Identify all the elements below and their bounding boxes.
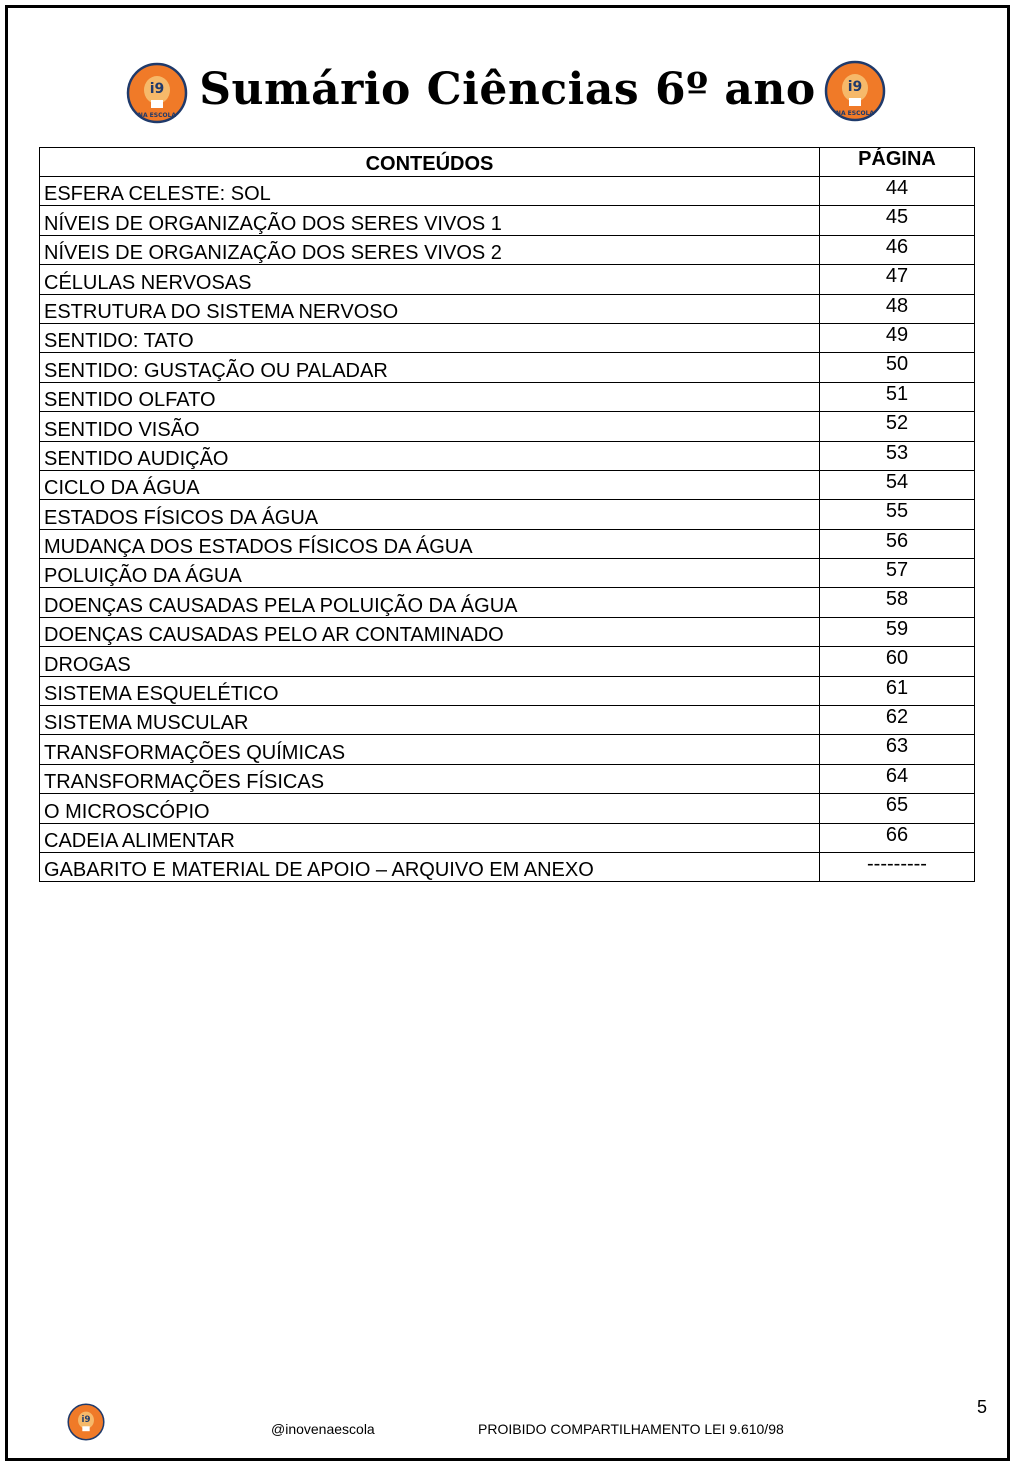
table-row: CICLO DA ÁGUA 54 [39, 469, 975, 501]
row-page: 52 [819, 411, 975, 442]
svg-text:NA ESCOLA: NA ESCOLA [836, 110, 875, 117]
row-content: DROGAS [39, 646, 820, 677]
row-page: 63 [819, 734, 975, 765]
row-content: GABARITO E MATERIAL DE APOIO – ARQUIVO E… [39, 851, 820, 883]
i9-logo-left: i9 NA ESCOLA [126, 62, 188, 124]
row-content: POLUIÇÃO DA ÁGUA [39, 558, 820, 589]
row-content: ESFERA CELESTE: SOL [39, 175, 820, 207]
row-content: NÍVEIS DE ORGANIZAÇÃO DOS SERES VIVOS 2 [39, 234, 820, 266]
i9-logo-footer: i9 [67, 1403, 105, 1441]
row-content: DOENÇAS CAUSADAS PELO AR CONTAMINADO [39, 616, 820, 648]
table-row: CADEIA ALIMENTAR 66 [39, 822, 975, 853]
row-content: CADEIA ALIMENTAR [39, 822, 820, 853]
table-row: DOENÇAS CAUSADAS PELA POLUIÇÃO DA ÁGUA 58 [39, 587, 975, 618]
row-page: 60 [819, 646, 975, 677]
svg-text:i9: i9 [150, 81, 165, 97]
table-row: SISTEMA ESQUELÉTICO 61 [39, 675, 975, 707]
table-row: MUDANÇA DOS ESTADOS FÍSICOS DA ÁGUA 56 [39, 528, 975, 560]
row-content: ESTRUTURA DO SISTEMA NERVOSO [39, 293, 820, 324]
row-content: O MICROSCÓPIO [39, 793, 820, 824]
row-page: 65 [819, 793, 975, 824]
row-content: TRANSFORMAÇÕES FÍSICAS [39, 763, 820, 795]
page-number: 5 [977, 1397, 988, 1417]
row-page: 54 [819, 469, 975, 501]
row-content: TRANSFORMAÇÕES QUÍMICAS [39, 734, 820, 765]
row-content: SENTIDO OLFATO [39, 381, 820, 413]
svg-text:i9: i9 [848, 79, 863, 95]
table-row: DOENÇAS CAUSADAS PELO AR CONTAMINADO 59 [39, 616, 975, 648]
row-page: 45 [819, 205, 975, 236]
contents-table: CONTEÚDOS PÁGINA ESFERA CELESTE: SOL 44 NÍ… [39, 147, 975, 883]
row-content: SISTEMA MUSCULAR [39, 705, 820, 736]
table-row: DROGAS 60 [39, 646, 975, 677]
row-content: SENTIDO VISÃO [39, 411, 820, 442]
row-content: DOENÇAS CAUSADAS PELA POLUIÇÃO DA ÁGUA [39, 587, 820, 618]
row-page: 48 [819, 293, 975, 324]
row-page: 57 [819, 558, 975, 589]
table-row: POLUIÇÃO DA ÁGUA 57 [39, 558, 975, 589]
table-row: SISTEMA MUSCULAR 62 [39, 705, 975, 736]
row-content: MUDANÇA DOS ESTADOS FÍSICOS DA ÁGUA [39, 528, 820, 560]
row-page: 55 [819, 499, 975, 530]
table-row: GABARITO E MATERIAL DE APOIO – ARQUIVO E… [39, 851, 975, 883]
table-row: SENTIDO OLFATO 51 [39, 381, 975, 413]
row-page: 51 [819, 381, 975, 413]
table-row: TRANSFORMAÇÕES QUÍMICAS 63 [39, 734, 975, 765]
table-row: SENTIDO VISÃO 52 [39, 411, 975, 442]
row-page: 50 [819, 352, 975, 383]
row-page: 46 [819, 234, 975, 266]
table-header-row: CONTEÚDOS PÁGINA [39, 147, 975, 177]
table-row: TRANSFORMAÇÕES FÍSICAS 64 [39, 763, 975, 795]
row-content: SISTEMA ESQUELÉTICO [39, 675, 820, 707]
header-page: PÁGINA [819, 147, 975, 177]
table-row: ESTADOS FÍSICOS DA ÁGUA 55 [39, 499, 975, 530]
table-row: SENTIDO AUDIÇÃO 53 [39, 440, 975, 471]
header-contents: CONTEÚDOS [39, 147, 820, 177]
row-page: 59 [819, 616, 975, 648]
row-page: 66 [819, 822, 975, 853]
footer-handle: @inovenaescola [271, 1421, 375, 1437]
row-page: 47 [819, 264, 975, 295]
row-page: 62 [819, 705, 975, 736]
table-row: CÉLULAS NERVOSAS 47 [39, 264, 975, 295]
footer-notice: PROIBIDO COMPARTILHAMENTO LEI 9.610/98 [478, 1421, 784, 1437]
table-row: SENTIDO: GUSTAÇÃO OU PALADAR 50 [39, 352, 975, 383]
i9-logo-right: i9 NA ESCOLA [824, 60, 886, 122]
row-content: SENTIDO: TATO [39, 322, 820, 354]
table-row: ESTRUTURA DO SISTEMA NERVOSO 48 [39, 293, 975, 324]
row-page: 64 [819, 763, 975, 795]
row-page: --------- [819, 851, 975, 883]
row-content: SENTIDO: GUSTAÇÃO OU PALADAR [39, 352, 820, 383]
page-border [5, 5, 1010, 1461]
row-page: 61 [819, 675, 975, 707]
row-content: CÉLULAS NERVOSAS [39, 264, 820, 295]
svg-text:NA ESCOLA: NA ESCOLA [138, 112, 177, 119]
row-page: 44 [819, 175, 975, 207]
row-content: ESTADOS FÍSICOS DA ÁGUA [39, 499, 820, 530]
table-row: SENTIDO: TATO 49 [39, 322, 975, 354]
row-page: 53 [819, 440, 975, 471]
page-title: Sumário Ciências 6º ano [199, 64, 816, 115]
table-row: ESFERA CELESTE: SOL 44 [39, 175, 975, 207]
row-content: CICLO DA ÁGUA [39, 469, 820, 501]
row-content: SENTIDO AUDIÇÃO [39, 440, 820, 471]
svg-text:i9: i9 [82, 1415, 91, 1425]
row-page: 49 [819, 322, 975, 354]
row-page: 56 [819, 528, 975, 560]
row-content: NÍVEIS DE ORGANIZAÇÃO DOS SERES VIVOS 1 [39, 205, 820, 236]
table-row: O MICROSCÓPIO 65 [39, 793, 975, 824]
row-page: 58 [819, 587, 975, 618]
